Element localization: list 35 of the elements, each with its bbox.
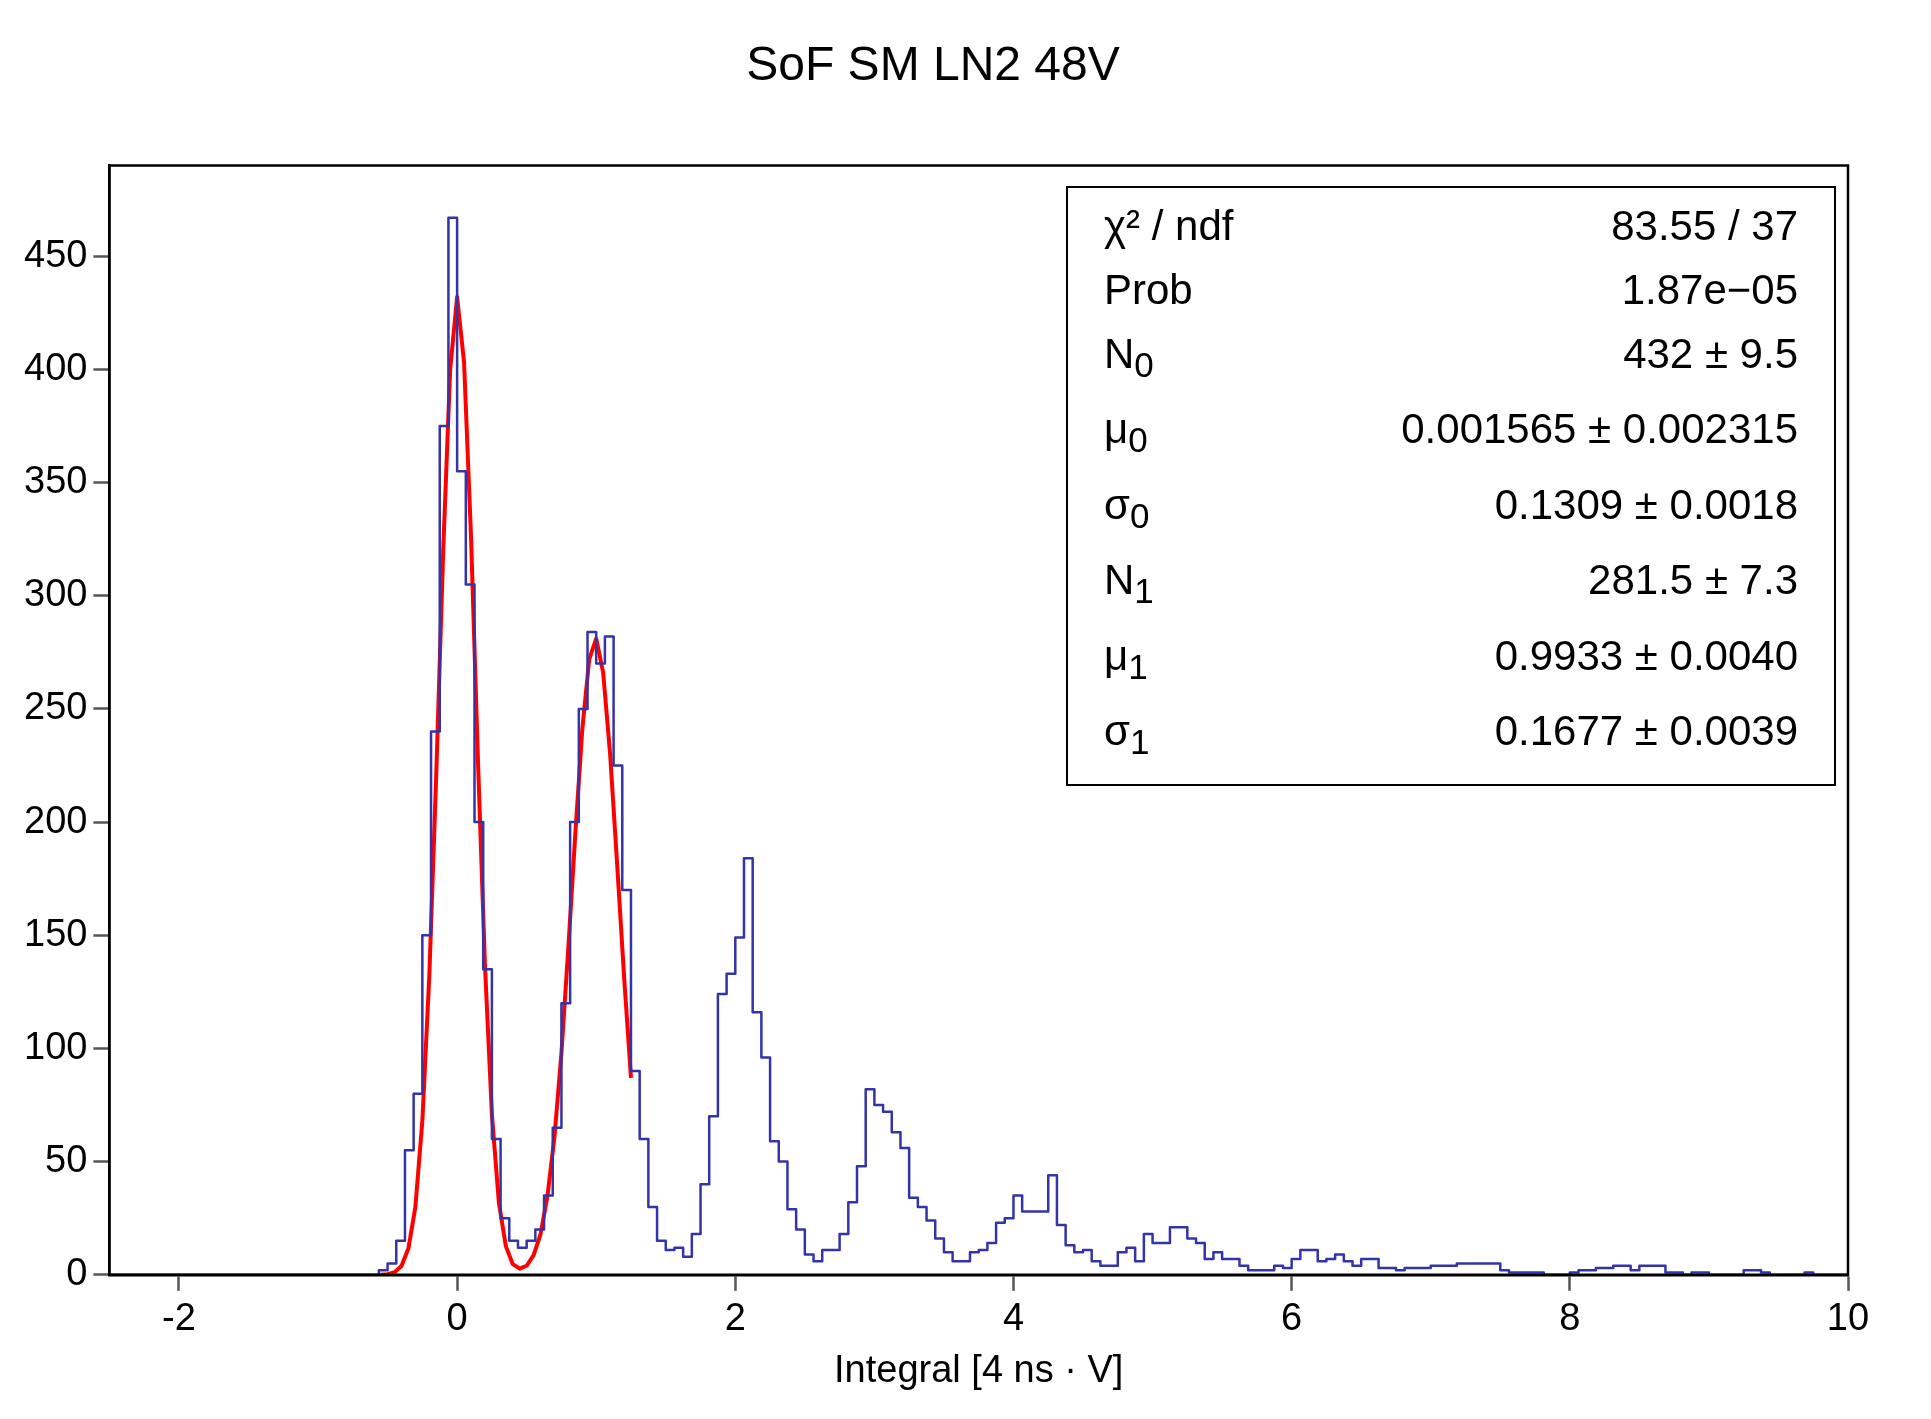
x-tick-label: 4 — [1002, 1296, 1025, 1339]
y-tick-label: 350 — [24, 459, 88, 501]
x-tick-label: 2 — [724, 1296, 746, 1339]
x-tick-label: 8 — [1559, 1296, 1581, 1339]
annotation: 281.5 ± 7.3 — [1588, 555, 1798, 606]
y-tick-label: 150 — [24, 911, 88, 954]
y-tick-label: 450 — [24, 232, 88, 275]
y-tick-label: 300 — [24, 572, 88, 615]
x-tick-label: 6 — [1281, 1296, 1303, 1339]
annotation: σ$_{1}$ — [1104, 705, 1150, 764]
annotation: μ$_{0}$ — [1104, 404, 1148, 462]
annotation: 83.55 / 37 — [1611, 201, 1798, 251]
annotation: 1.87e−05 — [1621, 265, 1798, 315]
y-tick-label: 100 — [24, 1024, 88, 1067]
annotation: 0.001565 ± 0.002315 — [1401, 404, 1798, 455]
x-tick-label: 0 — [446, 1296, 468, 1339]
x-tick-label: 10 — [1826, 1296, 1870, 1339]
annotation: N$_{1}$ — [1104, 555, 1154, 613]
y-tick-label: 250 — [24, 685, 88, 728]
annotation: 0.9933 ± 0.0040 — [1494, 630, 1798, 681]
x-axis-title: Integral [4 ns · V] — [834, 1347, 1124, 1390]
y-tick-label: 0 — [66, 1251, 88, 1294]
annotation: χ² / ndf — [1104, 201, 1234, 251]
annotation: σ$_{0}$ — [1104, 479, 1150, 538]
y-tick-label: 50 — [45, 1138, 88, 1181]
annotation: 0.1677 ± 0.0039 — [1494, 705, 1798, 756]
y-tick-label: 400 — [24, 345, 88, 388]
annotation: 432 ± 9.5 — [1623, 329, 1798, 379]
annotation: Prob — [1104, 265, 1193, 315]
annotation: N$_{0}$ — [1104, 329, 1154, 387]
y-tick-label: 200 — [24, 798, 88, 841]
annotation: 0.1309 ± 0.0018 — [1494, 479, 1798, 530]
chart-title: SoF SM LN2 48V — [746, 37, 1120, 91]
x-tick-label: -2 — [162, 1296, 196, 1339]
annotation: μ$_{1}$ — [1104, 630, 1148, 688]
